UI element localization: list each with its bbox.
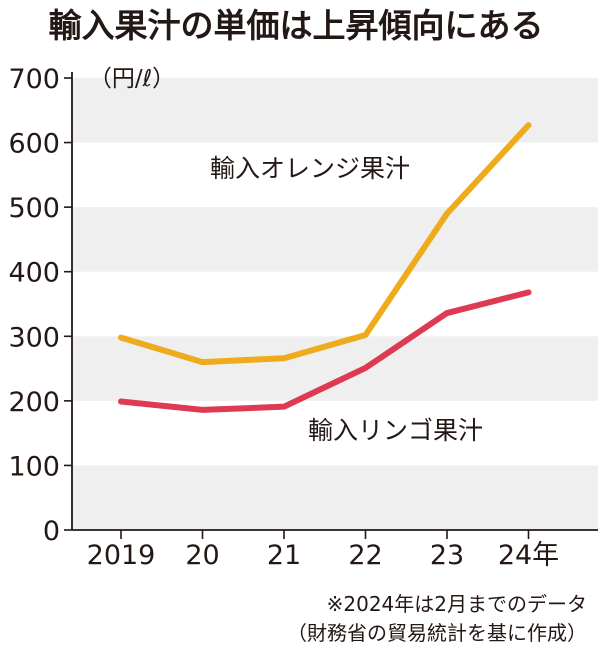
y-tick-label: 600 (8, 129, 60, 160)
axes (64, 72, 598, 539)
footnote-period: ※2024年は2月までのデータ (327, 592, 587, 616)
y-tick-label: 0 (43, 516, 60, 547)
y-tick-label: 400 (8, 258, 60, 289)
chart-title: 輸入果汁の単価は上昇傾向にある (49, 6, 544, 45)
grid-band (72, 78, 598, 143)
series-label-orange: 輸入オレンジ果汁 (210, 154, 410, 183)
y-unit-label: （円/ℓ） (89, 66, 175, 92)
x-tick-label: 23 (430, 540, 464, 571)
series-label-apple: 輸入リンゴ果汁 (308, 416, 483, 445)
x-tick-labels: 2019 20 21 22 23 24年 (87, 540, 560, 571)
y-tick-label: 200 (8, 387, 60, 418)
y-tick-label: 100 (8, 451, 60, 482)
x-tick-label: 22 (348, 540, 382, 571)
x-tick-label: 2019 (87, 540, 156, 571)
footnote-source: （財務省の貿易統計を基に作成） (287, 621, 587, 645)
x-tick-label: 21 (267, 540, 301, 571)
grid-band (72, 465, 598, 530)
y-tick-label: 700 (8, 64, 60, 95)
series-line-apple (118, 289, 532, 413)
y-tick-label: 500 (8, 193, 60, 224)
y-tick-label: 300 (8, 322, 60, 353)
grid-bands (72, 78, 598, 530)
series-line-orange (118, 122, 532, 366)
x-tick-label: 20 (185, 540, 219, 571)
series-lines (118, 122, 532, 413)
x-tick-label: 24年 (498, 540, 559, 571)
y-tick-labels: 0 100 200 300 400 500 600 700 (8, 64, 60, 547)
grid-band (72, 207, 598, 272)
